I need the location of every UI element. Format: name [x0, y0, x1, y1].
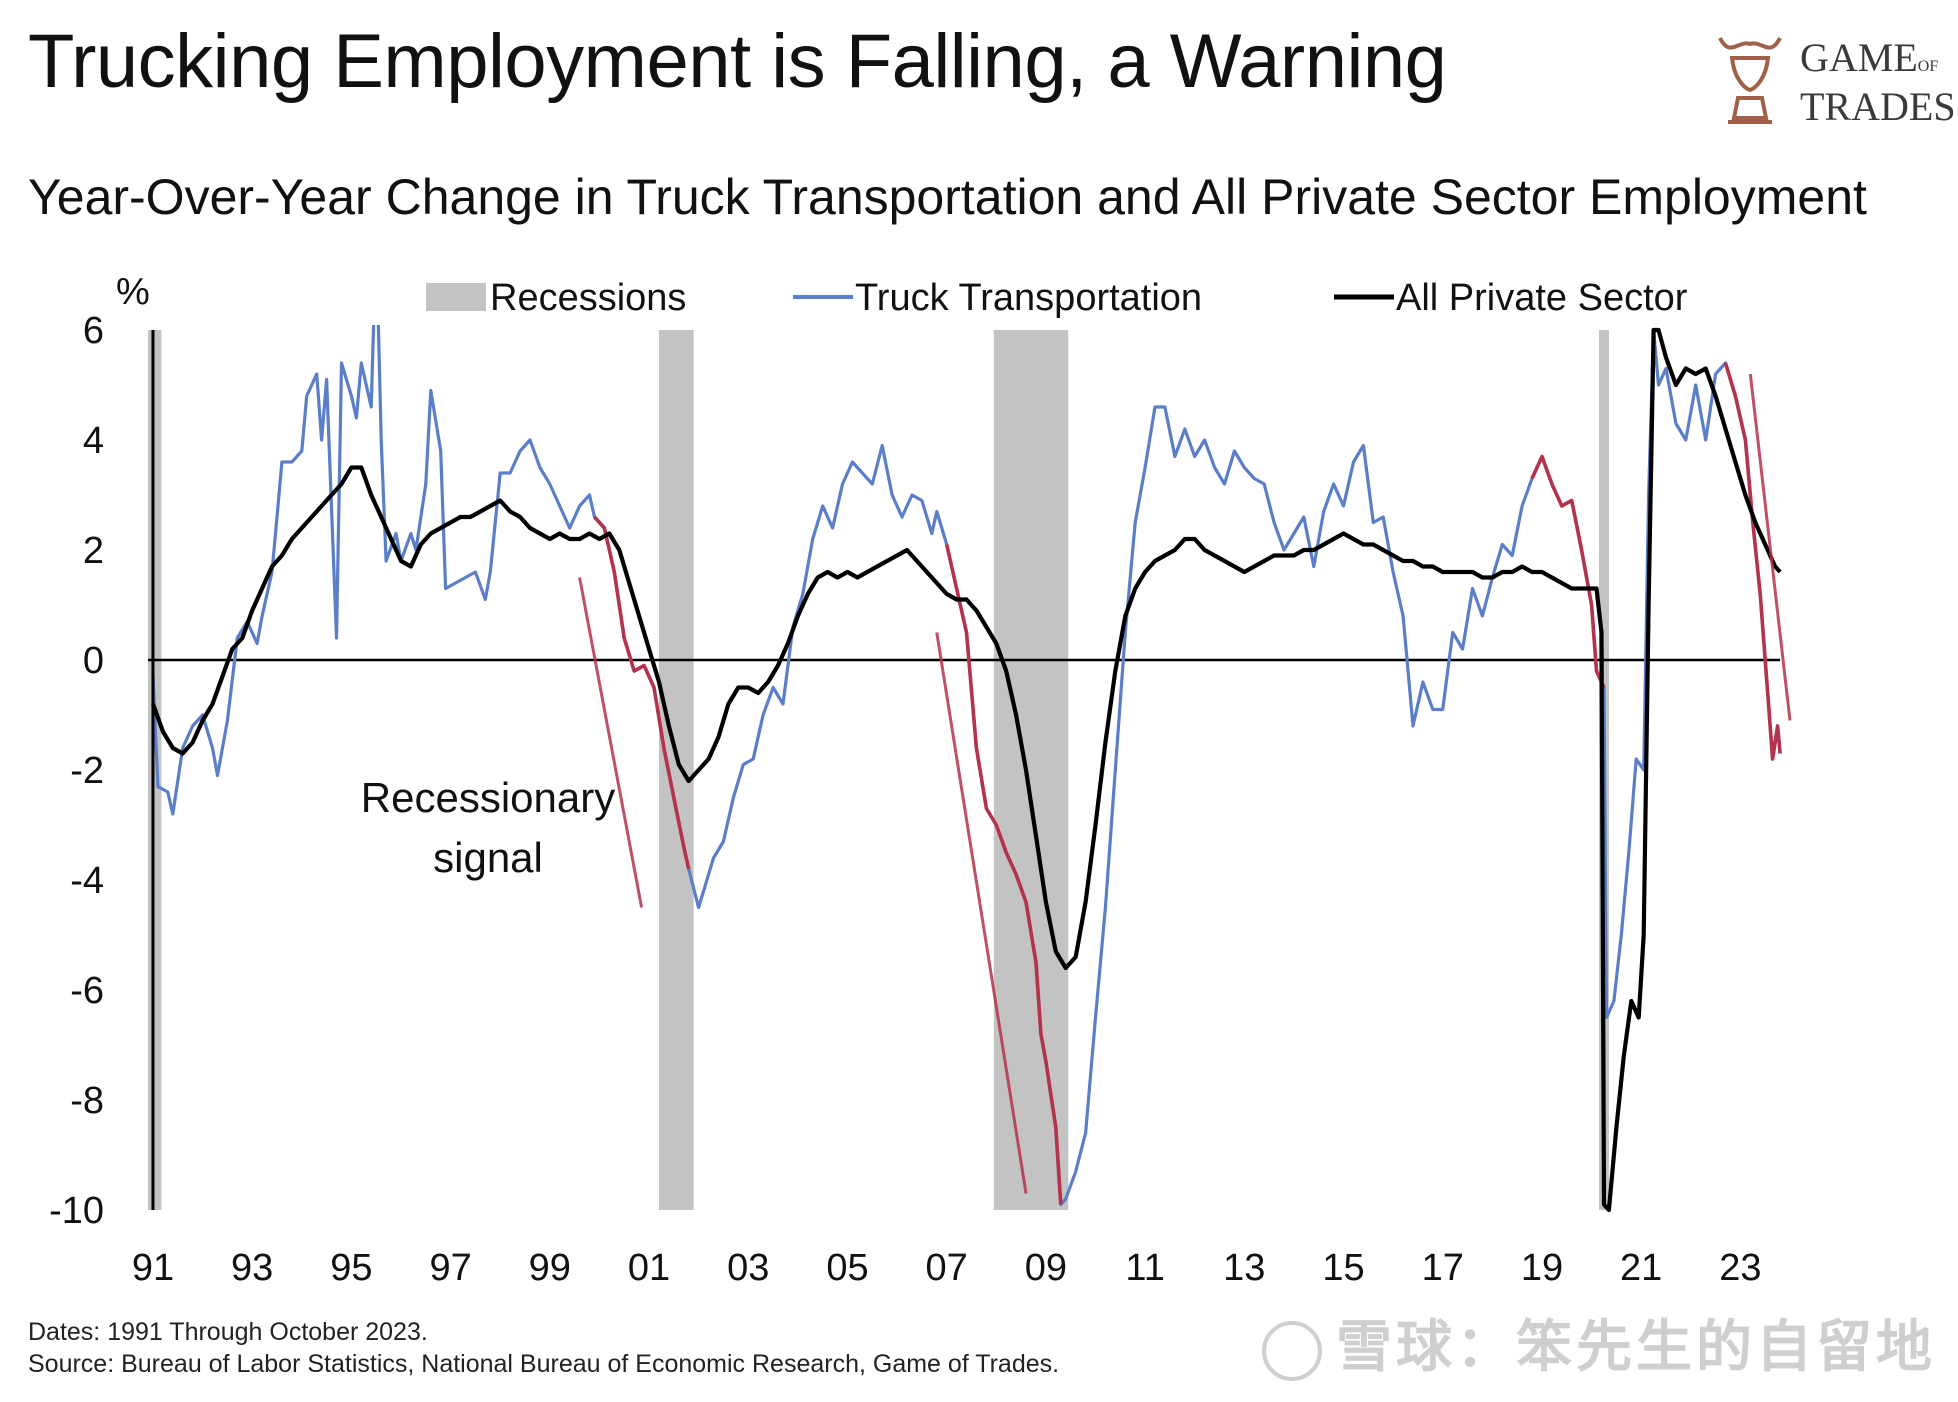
x-tick-label: 91 — [132, 1247, 174, 1289]
x-tick-label: 07 — [926, 1247, 968, 1289]
y-tick-label: -2 — [70, 750, 104, 792]
chart-title: Trucking Employment is Falling, a Warnin… — [28, 19, 1447, 104]
legend-swatch-recessions — [426, 283, 486, 311]
footer-source: Source: Bureau of Labor Statistics, Nati… — [28, 1350, 1060, 1378]
x-tick-label: 21 — [1620, 1247, 1662, 1289]
footer-dates: Dates: 1991 Through October 2023. — [28, 1318, 428, 1346]
game-of-trades-logo: GAMEOF TRADES — [1700, 18, 1956, 138]
x-tick-label: 05 — [826, 1247, 868, 1289]
logo-text-trades: TRADES — [1800, 84, 1956, 129]
chart-subtitle: Year-Over-Year Change in Truck Transport… — [28, 169, 1867, 225]
truck-decline-highlight-3 — [1723, 362, 1782, 761]
logo-text-game: GAME — [1800, 35, 1918, 80]
recession-band-2 — [993, 330, 1069, 1210]
y-tick-label: 4 — [83, 420, 104, 462]
y-tick-label: 2 — [83, 530, 104, 572]
y-tick-label: -8 — [70, 1080, 104, 1122]
y-tick-label: 6 — [83, 310, 104, 352]
bull-knight-chess-icon — [1718, 36, 1782, 124]
signal-trend-line-0 — [578, 577, 644, 908]
annotation-recessionary-signal: Recessionary — [361, 774, 615, 821]
x-tick-label: 03 — [727, 1247, 769, 1289]
x-tick-label: 11 — [1125, 1247, 1164, 1289]
series-line-truck-transportation — [151, 325, 1782, 1207]
truck-decline-highlight-2 — [1530, 454, 1606, 689]
annotation-recessionary-signal: signal — [433, 834, 543, 881]
y-unit-label: % — [116, 271, 150, 313]
x-tick-label: 15 — [1322, 1247, 1364, 1289]
x-tick-label: 97 — [429, 1247, 471, 1289]
x-tick-label: 95 — [330, 1247, 372, 1289]
y-tick-label: -6 — [70, 970, 104, 1012]
x-tick-label: 19 — [1521, 1247, 1563, 1289]
legend-label-truck: Truck Transportation — [855, 277, 1202, 319]
recession-band-1 — [658, 330, 694, 1210]
recession-band-0 — [148, 330, 162, 1210]
x-tick-label: 09 — [1025, 1247, 1067, 1289]
y-tick-label: 0 — [83, 640, 104, 682]
y-tick-label: -10 — [49, 1190, 104, 1232]
watermark: 雪球：笨先生的自留地 — [1262, 1302, 1936, 1383]
x-tick-label: 93 — [231, 1247, 273, 1289]
signal-trend-line-1 — [935, 632, 1028, 1194]
truck-decline-highlight-1 — [944, 544, 1063, 1205]
x-tick-label: 01 — [628, 1247, 670, 1289]
truck-decline-highlight-0 — [593, 515, 691, 870]
signal-trend-line-2 — [1748, 373, 1792, 721]
y-tick-label: -4 — [70, 860, 104, 902]
legend-label-recessions: Recessions — [490, 277, 686, 319]
logo-text-of: OF — [1917, 58, 1939, 75]
legend-label-private: All Private Sector — [1396, 277, 1688, 319]
x-tick-label: 17 — [1422, 1247, 1464, 1289]
x-tick-label: 13 — [1223, 1247, 1265, 1289]
watermark-text: 雪球：笨先生的自留地 — [1336, 1315, 1936, 1378]
x-tick-label: 23 — [1719, 1247, 1761, 1289]
snowball-logo-icon — [1262, 1321, 1322, 1382]
series-line-all-private-sector — [151, 327, 1782, 1213]
x-tick-label: 99 — [529, 1247, 571, 1289]
